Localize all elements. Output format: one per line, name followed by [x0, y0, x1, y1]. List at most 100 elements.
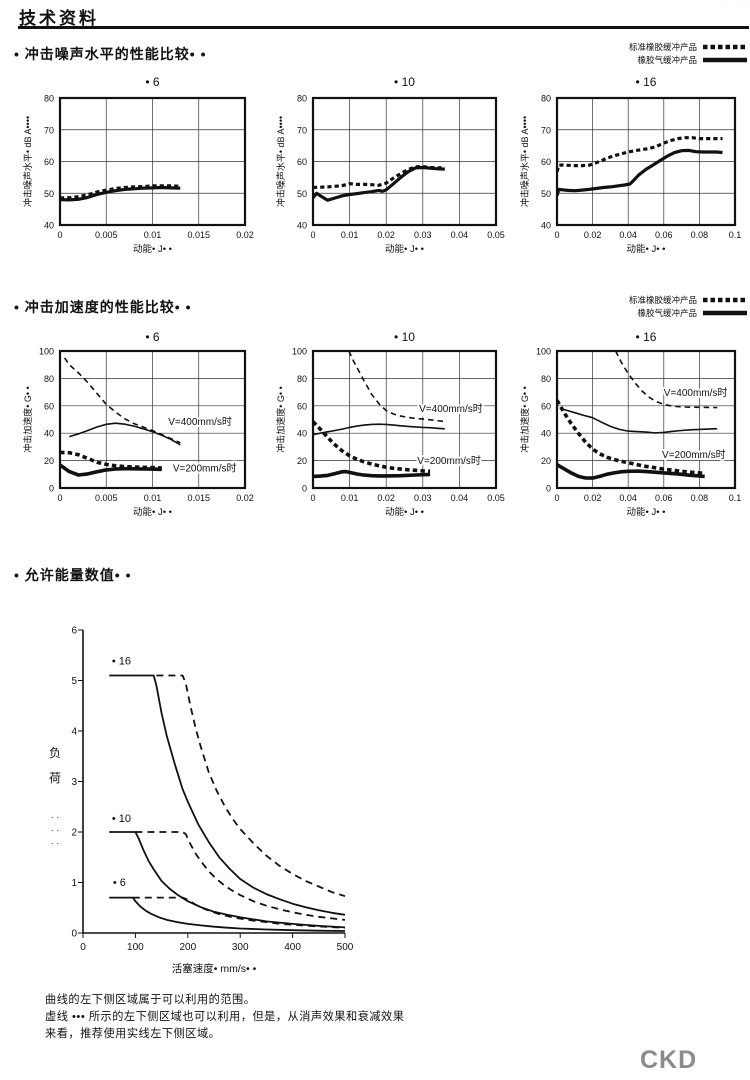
svg-text:500: 500	[337, 942, 354, 953]
svg-text:• 10: • 10	[112, 813, 131, 825]
dashed-line-sample-icon	[703, 44, 747, 49]
legend-row-dashed: 标准橡胶缓冲产品	[558, 293, 748, 306]
legend-label-standard-rubber: 标准橡胶缓冲产品	[628, 41, 697, 52]
svg-text:活塞速度• mm/s• •: 活塞速度• mm/s• •	[172, 962, 257, 975]
dashed-line-sample-icon	[703, 297, 747, 302]
svg-text:2: 2	[71, 828, 77, 839]
svg-text:100: 100	[292, 347, 307, 357]
svg-text:0.015: 0.015	[187, 493, 210, 503]
legend-row-solid: 橡胶气缓冲产品	[558, 306, 748, 319]
svg-text:0.02: 0.02	[584, 230, 602, 240]
svg-text:60: 60	[297, 401, 307, 411]
svg-text:1: 1	[71, 878, 77, 889]
svg-text:· ·: · ·	[51, 825, 60, 835]
svg-text:60: 60	[44, 401, 54, 411]
svg-text:50: 50	[44, 189, 54, 199]
svg-text:0.08: 0.08	[691, 493, 709, 503]
svg-text:0.04: 0.04	[451, 230, 469, 240]
svg-text:• 6: • 6	[113, 877, 126, 889]
svg-text:0.02: 0.02	[236, 230, 254, 240]
svg-text:300: 300	[232, 942, 249, 953]
noise-chart-phi10: 0 0.01 0.02 0.03 0.04 0.05 40 50 60 70 80 • 10 动能• J…	[275, 75, 505, 255]
legend-label-rubber-air: 橡胶气缓冲产品	[637, 54, 697, 65]
svg-text:0.08: 0.08	[691, 230, 709, 240]
svg-text:0: 0	[49, 484, 54, 494]
page-title: 技术资料	[19, 9, 99, 28]
svg-text:冲击加速度• G• •: 冲击加速度• G• •	[519, 386, 530, 452]
svg-text:动能• J• •: 动能• J• •	[385, 506, 424, 518]
svg-text:0.02: 0.02	[377, 230, 395, 240]
footer-line: 虚线 ••• 所示的左下侧区域也可以利用，但是，从消声效果和衰减效果	[45, 1011, 405, 1023]
svg-text:动能• J• •: 动能• J• •	[133, 243, 172, 255]
svg-text:100: 100	[536, 347, 551, 357]
svg-text:80: 80	[44, 94, 54, 104]
svg-text:20: 20	[44, 456, 54, 466]
legend-label-rubber-air: 橡胶气缓冲产品	[637, 307, 697, 318]
svg-text:0: 0	[554, 230, 559, 240]
svg-text:0.02: 0.02	[377, 493, 395, 503]
svg-text:• 16: • 16	[636, 75, 657, 89]
svg-text:50: 50	[297, 189, 307, 199]
legend-noise: 标准橡胶缓冲产品 橡胶气缓冲产品	[558, 40, 748, 66]
svg-text:冲击噪声水平• dB A••••: 冲击噪声水平• dB A••••	[275, 116, 286, 207]
solid-line-sample-icon	[703, 310, 747, 315]
svg-text:0.06: 0.06	[655, 230, 673, 240]
svg-text:动能• J• •: 动能• J• •	[133, 506, 172, 518]
svg-text:100: 100	[127, 942, 144, 953]
legend-row-solid: 橡胶气缓冲产品	[558, 53, 748, 66]
ckd-logo: CKD	[640, 1046, 698, 1074]
svg-text:0: 0	[554, 493, 559, 503]
svg-text:V=200mm/s时: V=200mm/s时	[173, 463, 237, 475]
svg-text:80: 80	[541, 374, 551, 384]
svg-text:60: 60	[541, 157, 551, 167]
svg-text:0.005: 0.005	[95, 493, 118, 503]
svg-text:冲击加速度• G• •: 冲击加速度• G• •	[275, 386, 286, 452]
svg-text:0: 0	[80, 942, 86, 953]
section-title-accel: • 冲击加速度的性能比较• •	[14, 299, 192, 315]
section-title-energy: • 允许能量数值• •	[14, 567, 132, 583]
corner-fragment: · ·· · ···	[714, 0, 747, 7]
svg-text:冲击噪声水平• dB A••••: 冲击噪声水平• dB A••••	[519, 116, 530, 207]
svg-text:0.03: 0.03	[414, 230, 432, 240]
svg-text:40: 40	[297, 429, 307, 439]
svg-text:• 10: • 10	[394, 330, 415, 344]
svg-text:40: 40	[541, 429, 551, 439]
svg-text:0.1: 0.1	[729, 230, 742, 240]
svg-text:100: 100	[39, 347, 54, 357]
footer-note: 曲线的左下侧区域属于可以利用的范围。 虚线 ••• 所示的左下侧区域也可以利用，…	[45, 992, 404, 1043]
svg-text:负: 负	[49, 746, 61, 760]
svg-text:40: 40	[541, 221, 551, 231]
svg-text:80: 80	[297, 94, 307, 104]
svg-text:0.01: 0.01	[341, 230, 359, 240]
svg-text:V=200mm/s时: V=200mm/s时	[417, 455, 481, 467]
svg-text:0.04: 0.04	[619, 230, 637, 240]
legend-row-dashed: 标准橡胶缓冲产品	[558, 40, 748, 53]
svg-text:400: 400	[284, 942, 301, 953]
svg-text:荷: 荷	[49, 771, 61, 785]
svg-text:6: 6	[71, 626, 77, 637]
accel-chart-phi16: 0 0.02 0.04 0.06 0.08 0.1 0 20 40 60 80 100 • 16 动能• …	[519, 330, 741, 518]
svg-text:0: 0	[57, 230, 62, 240]
svg-text:40: 40	[297, 221, 307, 231]
svg-text:冲击噪声水平• dB A••••: 冲击噪声水平• dB A••••	[22, 116, 33, 207]
svg-text:V=200mm/s时: V=200mm/s时	[662, 449, 726, 461]
svg-text:60: 60	[297, 157, 307, 167]
svg-text:0.02: 0.02	[584, 493, 602, 503]
svg-text:0.01: 0.01	[341, 493, 359, 503]
svg-text:4: 4	[71, 727, 77, 738]
svg-text:冲击加速度• G• •: 冲击加速度• G• •	[22, 386, 33, 452]
svg-text:V=400mm/s时: V=400mm/s时	[419, 403, 483, 415]
accel-chart-phi10: 0 0.01 0.02 0.03 0.04 0.05 0 20 40 60 80 100 • 10 动能•…	[275, 330, 505, 518]
svg-text:20: 20	[541, 456, 551, 466]
svg-text:0: 0	[310, 230, 315, 240]
svg-text:• 6: • 6	[145, 330, 160, 344]
svg-text:0.06: 0.06	[655, 493, 673, 503]
noise-chart-phi6: 0 0.005 0.01 0.015 0.02 40 50 60 70 80 • 6 动能• J• •…	[22, 75, 254, 255]
svg-text:0: 0	[57, 493, 62, 503]
svg-text:0.03: 0.03	[414, 493, 432, 503]
svg-text:· ·: · ·	[51, 838, 60, 848]
svg-text:动能• J• •: 动能• J• •	[385, 243, 424, 255]
legend-accel: 标准橡胶缓冲产品 橡胶气缓冲产品	[558, 293, 748, 319]
svg-text:70: 70	[541, 125, 551, 135]
